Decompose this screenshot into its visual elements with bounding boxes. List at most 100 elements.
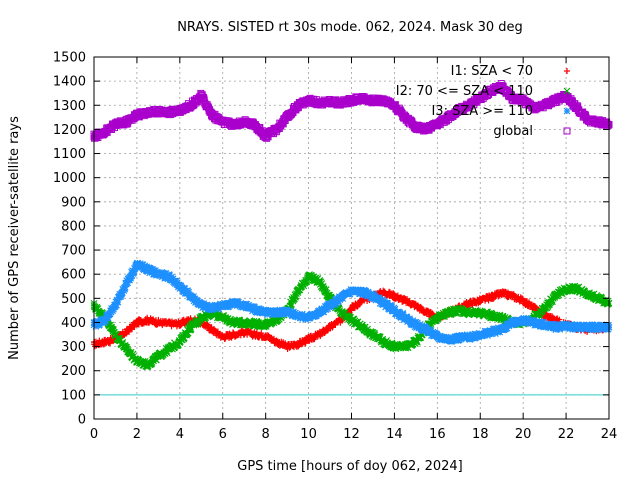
data-point [187,101,195,109]
legend-marker [563,107,571,115]
data-point [305,96,313,104]
data-point [476,309,484,317]
data-point [176,338,184,346]
x-tick-label: 2 [133,427,141,442]
data-point [541,304,549,312]
legend-marker [564,68,570,74]
data-point [390,306,398,314]
data-point [337,294,345,302]
y-tick-label: 1100 [53,147,86,162]
data-point [187,292,194,300]
data-point [123,329,130,336]
x-tick-label: 8 [262,427,270,442]
data-point [562,322,570,330]
data-point [251,305,259,313]
x-axis-ticks: 0 2 4 6 8 10 12 14 16 18 20 22 24 [90,57,617,442]
data-point [498,82,506,90]
data-point [412,123,420,131]
data-point [187,323,194,331]
data-point [401,343,409,351]
data-point [219,314,227,322]
data-point [369,331,377,338]
data-point [584,290,591,297]
data-point [327,324,334,331]
data-point [294,287,302,295]
data-point [423,326,431,334]
data-point [208,111,216,119]
data-point [337,309,345,317]
data-point [155,319,162,326]
data-point [348,287,355,295]
data-point [294,341,301,348]
data-point [401,314,409,322]
data-point [487,311,495,319]
data-point [423,125,431,133]
series-point-fill [292,292,300,300]
legend-label: I1: SZA < 70 [451,64,533,79]
x-tick-label: 10 [300,427,317,442]
data-point [230,331,237,338]
legend-label: I3: SZA >= 110 [431,104,533,119]
data-point [380,96,388,104]
data-point [498,326,506,334]
x-tick-label: 18 [472,427,489,442]
data-point [294,311,302,319]
data-point [508,94,516,102]
series-point-fill [128,272,136,279]
data-point [358,323,366,331]
data-point [509,292,516,299]
data-point [122,118,130,126]
data-point [433,121,441,129]
data-point [584,116,592,124]
data-point [176,320,183,327]
data-point [348,316,355,324]
y-tick-label: 0 [78,413,86,428]
series-global [90,80,613,142]
data-point [466,300,473,307]
data-point [240,118,248,126]
data-point [283,113,291,121]
data-point [305,314,313,322]
data-point [358,94,366,102]
y-axis-label: Number of GPS receiver-satellite rays [7,116,22,360]
series-point-fill [190,293,197,300]
series-point-fill [126,276,134,284]
y-tick-label: 700 [61,244,86,259]
data-point [315,309,323,317]
data-point [262,321,270,329]
legend: I1: SZA < 70 I2: 70 <= SZA < 110 I3: SZA >… [396,64,571,139]
data-point [154,352,162,360]
data-point [509,319,516,326]
series-i2-70-sza-110 [90,271,613,371]
data-point [551,292,559,300]
data-point [433,314,441,322]
data-point [380,338,388,346]
data-point [444,335,452,343]
data-point [359,297,366,304]
legend-marker [563,87,571,95]
y-tick-label: 300 [61,340,86,355]
y-tick-label: 500 [61,292,86,307]
data-point [348,96,355,104]
data-point [262,332,269,339]
series-point-fill [475,333,483,341]
data-point [165,273,173,281]
data-point [165,109,173,117]
y-tick-label: 1400 [53,75,86,90]
data-point [530,104,538,112]
data-point [455,306,463,314]
data-point [487,328,495,336]
data-point [144,317,151,324]
series-point-fill [604,325,612,333]
y-tick-label: 1000 [53,171,86,186]
data-point [530,319,538,326]
x-tick-label: 4 [176,427,184,442]
data-point [208,304,216,312]
y-tick-label: 200 [61,364,86,379]
x-tick-label: 20 [515,427,532,442]
data-point [476,331,484,338]
data-point [284,343,291,350]
data-point [230,299,237,307]
data-point [519,96,527,104]
data-point [541,321,549,329]
